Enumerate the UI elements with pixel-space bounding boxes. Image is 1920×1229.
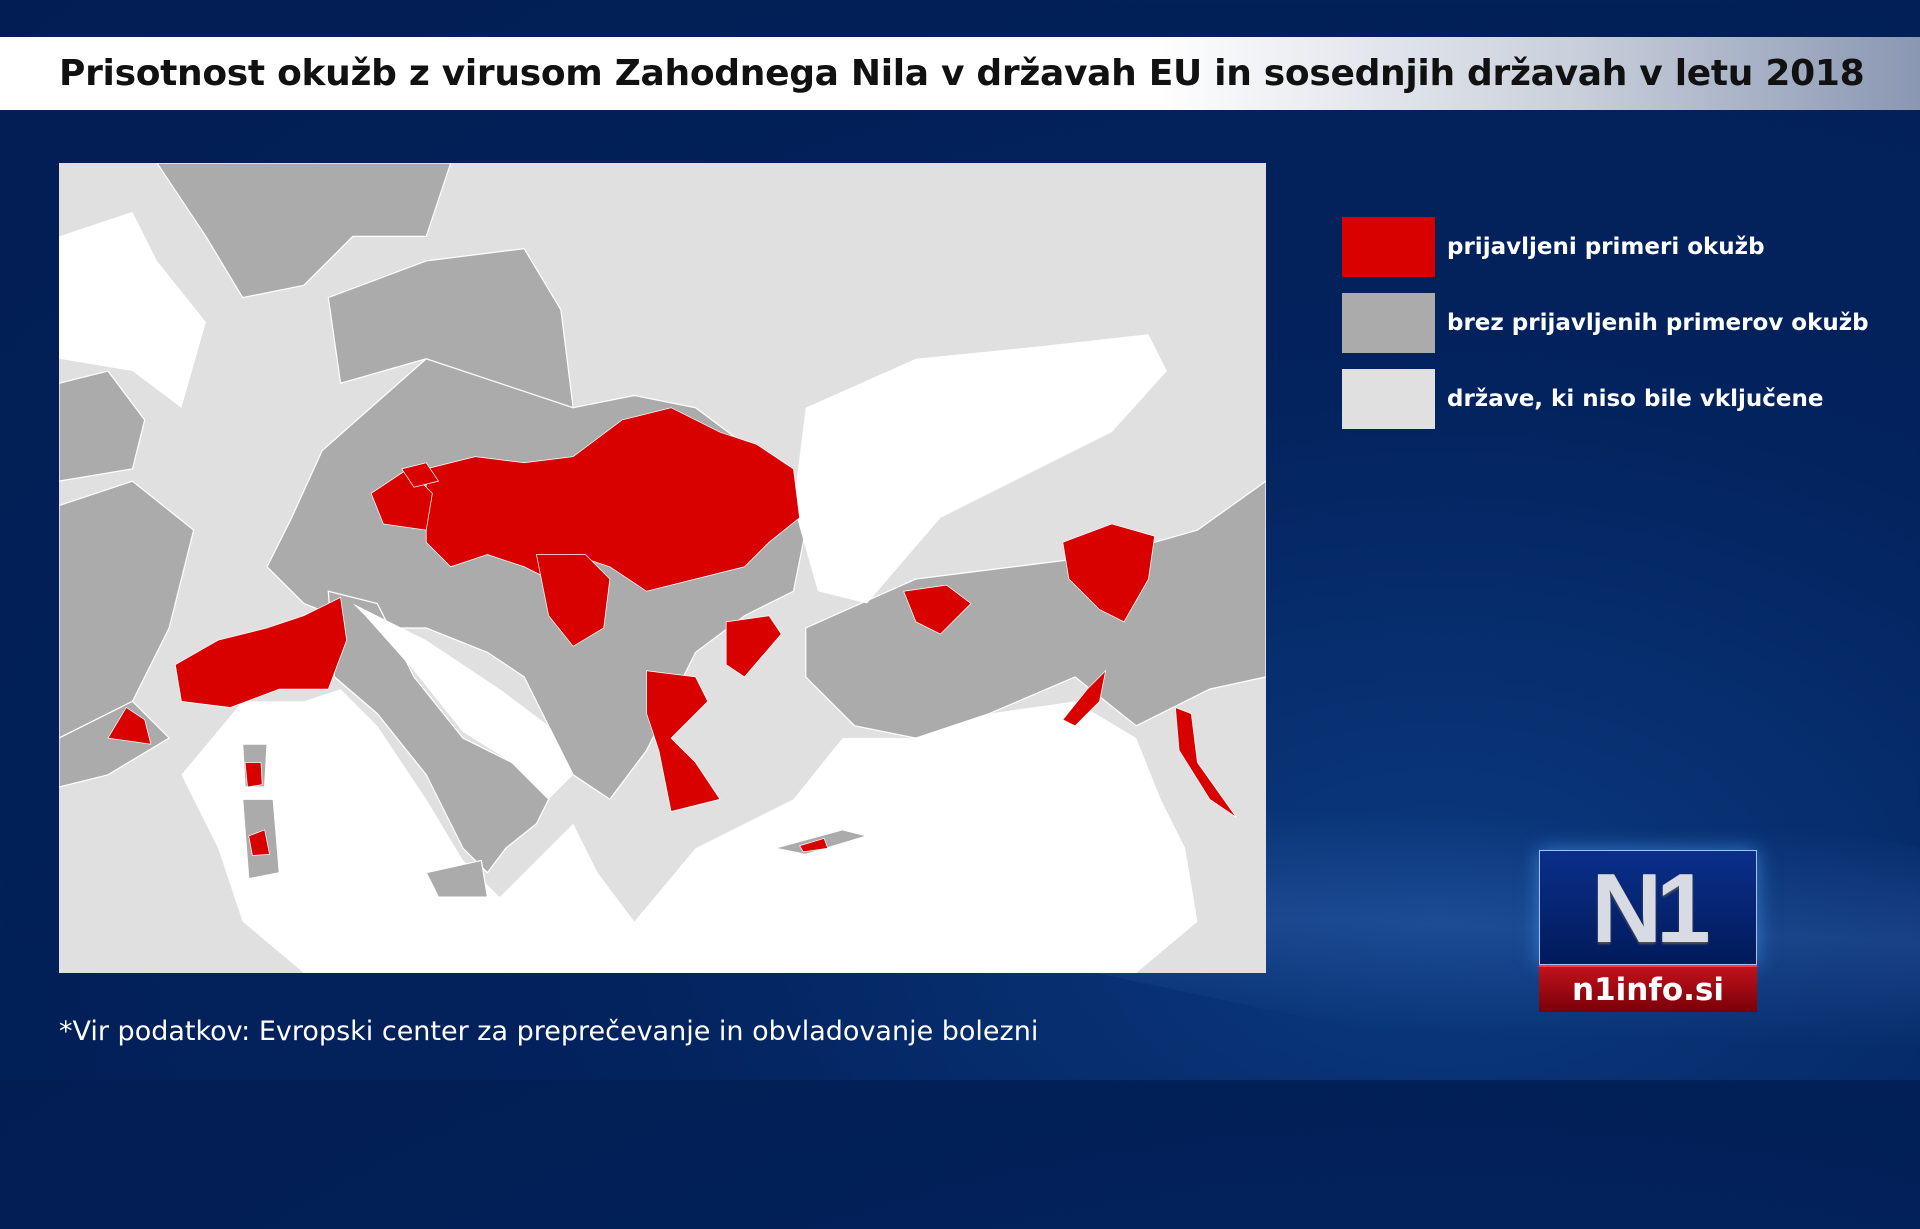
logo-site: n1info.si: [1539, 965, 1757, 1012]
reported-region-crete: [799, 837, 829, 853]
reported-region-hungary-romania: [425, 407, 800, 592]
legend-item-no-cases: brez prijavljenih primerov okužb: [1342, 293, 1869, 353]
reported-region-corsica: [244, 762, 263, 788]
region-uk: [59, 370, 146, 482]
adriatic-sea: [352, 603, 574, 800]
north-sea: [59, 211, 206, 408]
reported-region-bulgaria: [725, 615, 782, 678]
reported-region-cyprus: [1062, 669, 1107, 727]
legend-swatch-light-gray: [1342, 369, 1435, 429]
black-sea: [793, 334, 1167, 604]
mediterranean-sea: [181, 689, 1198, 973]
n1-logo: N1 n1info.si: [1539, 850, 1757, 1012]
map-svg: [59, 163, 1266, 973]
legend-swatch-gray: [1342, 293, 1435, 353]
legend-label: države, ki niso bile vključene: [1447, 386, 1824, 412]
region-scandinavia: [156, 163, 452, 299]
logo-mark: N1: [1591, 852, 1710, 963]
reported-region-north-italy: [174, 596, 348, 708]
reported-region-serbia: [535, 554, 611, 647]
europe-map: [59, 163, 1266, 973]
reported-region-russia: [1062, 523, 1156, 623]
region-west-france: [59, 480, 195, 739]
reported-region-france: [107, 706, 152, 745]
legend-item-not-included: države, ki niso bile vključene: [1342, 369, 1869, 429]
legend-label: brez prijavljenih primerov okužb: [1447, 310, 1869, 336]
data-source-note: *Vir podatkov: Evropski center za prepre…: [59, 1016, 1039, 1047]
legend-label: prijavljeni primeri okužb: [1447, 234, 1765, 260]
region-italy: [327, 590, 550, 874]
reported-region-germany: [401, 462, 440, 488]
legend-item-reported: prijavljeni primeri okužb: [1342, 217, 1869, 277]
reported-region-israel: [1174, 706, 1237, 818]
reported-region-sardinia: [248, 829, 270, 856]
region-poland: [327, 247, 574, 409]
reported-region-greece: [646, 670, 721, 812]
island-sicily: [425, 859, 489, 898]
reported-region-black-sea-north: [903, 584, 972, 635]
map-legend: prijavljeni primeri okužb brez prijavlje…: [1342, 217, 1869, 445]
title-bar: Prisotnost okužb z virusom Zahodnega Nil…: [0, 37, 1920, 110]
page-title: Prisotnost okužb z virusom Zahodnega Nil…: [59, 53, 1865, 94]
legend-swatch-red: [1342, 217, 1435, 277]
